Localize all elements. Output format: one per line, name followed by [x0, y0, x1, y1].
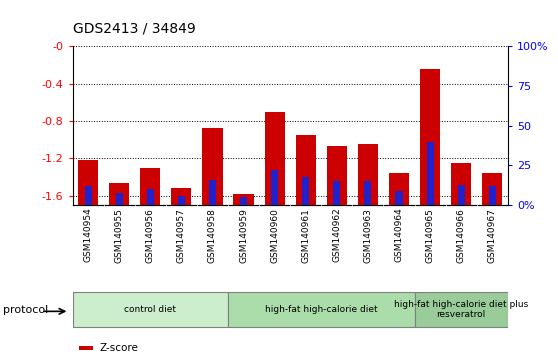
- Text: GSM140962: GSM140962: [333, 208, 341, 262]
- Bar: [296, 135, 316, 205]
- Text: GSM140963: GSM140963: [363, 208, 372, 263]
- Bar: [264, 112, 285, 205]
- Bar: [73, 292, 228, 327]
- Text: GSM140955: GSM140955: [115, 208, 124, 263]
- Text: protocol: protocol: [3, 305, 48, 315]
- Bar: [489, 186, 496, 205]
- Bar: [333, 181, 340, 205]
- Bar: [482, 172, 502, 205]
- Bar: [420, 69, 440, 205]
- Bar: [396, 191, 402, 205]
- Bar: [178, 196, 185, 205]
- Bar: [79, 346, 93, 350]
- Text: GSM140967: GSM140967: [488, 208, 497, 263]
- Text: GSM140957: GSM140957: [177, 208, 186, 263]
- Bar: [209, 180, 216, 205]
- Text: Z-score: Z-score: [99, 343, 138, 353]
- Text: high-fat high-calorie diet plus
resveratrol: high-fat high-calorie diet plus resverat…: [394, 300, 528, 319]
- Bar: [228, 292, 415, 327]
- Bar: [271, 170, 278, 205]
- Bar: [326, 146, 347, 205]
- Bar: [85, 186, 92, 205]
- Bar: [458, 185, 465, 205]
- Bar: [358, 144, 378, 205]
- Bar: [116, 193, 123, 205]
- Text: control diet: control diet: [124, 305, 176, 314]
- Text: GSM140961: GSM140961: [301, 208, 310, 263]
- Bar: [389, 172, 409, 205]
- Text: GSM140956: GSM140956: [146, 208, 155, 263]
- Text: high-fat high-calorie diet: high-fat high-calorie diet: [265, 305, 378, 314]
- Bar: [147, 189, 154, 205]
- Bar: [364, 181, 372, 205]
- Bar: [171, 188, 191, 205]
- Text: GSM140959: GSM140959: [239, 208, 248, 263]
- Text: GDS2413 / 34849: GDS2413 / 34849: [73, 21, 195, 35]
- Text: GSM140966: GSM140966: [456, 208, 465, 263]
- Bar: [233, 194, 254, 205]
- Bar: [78, 160, 98, 205]
- Bar: [451, 163, 472, 205]
- Text: GSM140960: GSM140960: [270, 208, 279, 263]
- Bar: [302, 177, 309, 205]
- Bar: [240, 198, 247, 205]
- Text: GSM140964: GSM140964: [395, 208, 403, 262]
- Bar: [109, 183, 129, 205]
- Text: GSM140954: GSM140954: [84, 208, 93, 262]
- Text: GSM140958: GSM140958: [208, 208, 217, 263]
- Bar: [140, 168, 160, 205]
- Bar: [415, 292, 508, 327]
- Bar: [426, 142, 434, 205]
- Text: GSM140965: GSM140965: [426, 208, 435, 263]
- Bar: [203, 129, 223, 205]
